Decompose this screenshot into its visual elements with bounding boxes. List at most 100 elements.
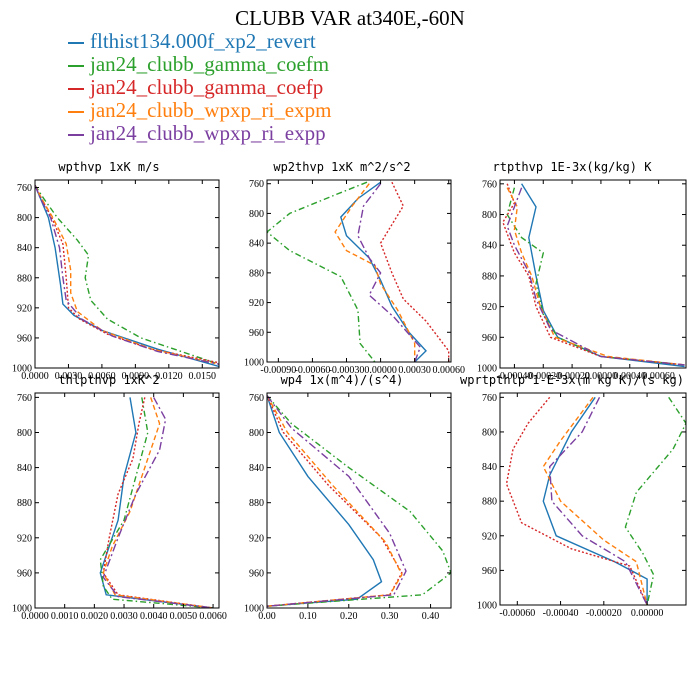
series-line: [506, 187, 685, 366]
series-line: [267, 395, 407, 607]
y-tick-label: 1000: [244, 358, 264, 369]
plot-frame: [266, 179, 452, 363]
x-tick-label: -0.00020: [554, 371, 590, 382]
figure-title: CLUBB VAR at340E,-60N: [235, 6, 465, 30]
x-tick-label: 0.0030: [55, 371, 83, 382]
series-line: [267, 395, 403, 607]
x-tick-label: 0.0090: [122, 371, 150, 382]
x-tick-label: 0.0060: [88, 371, 116, 382]
plot-frame: [266, 392, 452, 609]
x-tick-label: 0.20: [340, 611, 358, 622]
subplot-title: thlpthvp 1xK^2: [58, 373, 159, 387]
subplot: wp2thvp 1xK m^2/s^2 760 800 840 880 920 960 100…: [244, 160, 465, 376]
x-tick-label: -0.00020: [525, 371, 561, 382]
plot-frame: [34, 179, 220, 369]
subplot: wprtpthlp 1-E-3x(m kg K)/(s kg) 760 800 840…: [460, 373, 687, 619]
x-tick-label: 0.00000: [585, 371, 618, 382]
series-line: [267, 395, 451, 607]
series-line: [35, 184, 219, 364]
series-line: [99, 397, 214, 608]
subplot-title: wp4 1x(m^4)/(s^4): [281, 373, 404, 387]
x-tick-label: 0.0120: [155, 371, 183, 382]
subplot-title: wp2thvp 1xK m^2/s^2: [273, 160, 410, 174]
legend-line-swatch: [68, 42, 84, 44]
series-line: [102, 397, 214, 608]
x-tick-label: 0.00030: [398, 365, 431, 376]
y-tick-label: 840: [482, 241, 497, 252]
y-tick-label: 800: [17, 213, 32, 224]
y-tick-label: 880: [249, 498, 264, 509]
series-group: [505, 396, 686, 605]
y-tick-label: 800: [482, 210, 497, 221]
series-line: [99, 397, 214, 608]
series-group: [502, 183, 685, 368]
y-tick-label: 840: [249, 463, 264, 474]
x-tick-label: 0.00: [258, 611, 276, 622]
x-tick-label: 0.0060: [199, 611, 227, 622]
y-tick-label: 960: [482, 566, 497, 577]
y-tick-label: 920: [249, 298, 264, 309]
subplot: wpthvp 1xK m/s76080084088092096010000.00…: [12, 160, 220, 382]
y-tick-label: 920: [17, 303, 32, 314]
x-tick-label: 0.00040: [614, 371, 647, 382]
y-tick-label: 1000: [244, 604, 264, 615]
x-tick-label: 0.0000: [21, 371, 49, 382]
y-tick-label: 1000: [477, 364, 497, 375]
x-tick-label: 0.00060: [432, 365, 465, 376]
y-tick-label: 840: [17, 243, 32, 254]
y-tick-label: 880: [17, 273, 32, 284]
x-tick-label: 0.00060: [642, 371, 675, 382]
series-line: [35, 184, 219, 365]
x-tick-label: 0.30: [381, 611, 399, 622]
y-tick-label: 840: [482, 462, 497, 473]
y-tick-label: 760: [482, 393, 497, 404]
y-tick-label: 760: [17, 393, 32, 404]
y-tick-label: 800: [17, 428, 32, 439]
y-tick-label: 920: [17, 533, 32, 544]
y-tick-label: 760: [249, 393, 264, 404]
x-tick-label: 0.00000: [631, 608, 664, 619]
y-tick-label: 880: [17, 498, 32, 509]
legend-line-swatch: [68, 134, 84, 136]
series-group: [267, 181, 450, 362]
y-tick-label: 880: [482, 497, 497, 508]
y-tick-label: 800: [249, 428, 264, 439]
legend-label: jan24_clubb_wpxp_ri_expp: [90, 121, 326, 145]
x-tick-label: -0.00040: [543, 608, 579, 619]
plot-frame: [34, 392, 220, 609]
series-line: [340, 181, 427, 362]
y-tick-label: 800: [482, 427, 497, 438]
series-line: [35, 185, 219, 365]
y-tick-label: 960: [482, 333, 497, 344]
y-tick-label: 1000: [12, 604, 32, 615]
x-tick-label: -0.00040: [496, 371, 532, 382]
y-tick-label: 920: [249, 533, 264, 544]
x-tick-label: 0.10: [299, 611, 317, 622]
series-line: [505, 396, 648, 605]
y-tick-label: 960: [249, 568, 264, 579]
y-tick-label: 800: [249, 209, 264, 220]
y-tick-label: 920: [482, 302, 497, 313]
subplot: wp4 1x(m^4)/(s^4)76080084088092096010000…: [244, 373, 452, 622]
legend-label: jan24_clubb_gamma_coefp: [90, 75, 324, 99]
legend-line-swatch: [68, 65, 84, 67]
subplot-title: rtpthvp 1E-3x(kg/kg) K: [493, 160, 653, 174]
x-tick-label: 0.0030: [110, 611, 138, 622]
plot-frame: [499, 179, 687, 369]
series-line: [267, 395, 403, 607]
series-line: [267, 181, 376, 362]
plot-frame: [499, 392, 687, 606]
series-line: [35, 185, 219, 368]
subplot-title: wprtpthlp 1-E-3x(m kg K)/(s kg): [460, 373, 684, 387]
series-line: [502, 183, 685, 366]
series-line: [267, 395, 383, 607]
y-tick-label: 1000: [12, 364, 32, 375]
series-line: [542, 396, 648, 605]
legend-line-swatch: [68, 88, 84, 90]
x-tick-label: 0.0010: [51, 611, 79, 622]
y-tick-label: 1000: [477, 601, 497, 612]
x-tick-label: -0.00030: [329, 365, 365, 376]
x-tick-label: 0.0000: [21, 611, 49, 622]
x-tick-label: -0.00060: [295, 365, 331, 376]
